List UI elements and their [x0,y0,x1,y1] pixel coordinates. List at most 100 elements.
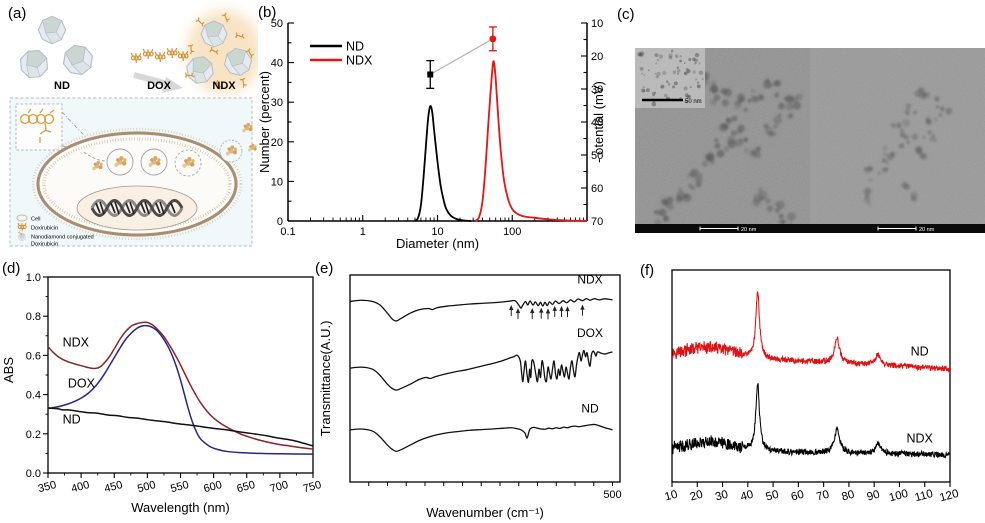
panel-label-e: (e) [315,260,334,277]
y-right-tick-label: 20 [591,51,603,63]
tem-particle [673,81,678,86]
tem-particle [676,69,681,73]
x-axis-label: Wavelength (nm) [131,500,230,515]
tem-particle [734,138,744,148]
tem-particle [683,86,688,91]
tem-left-scalebar-label: 20 nm [741,227,757,233]
tem-particle [938,112,943,118]
tem-particle [868,178,872,182]
tem-particle [667,83,671,86]
tem-particle [687,172,694,179]
tem-particle [666,202,675,211]
tem-particle [723,146,729,152]
tem-particle [689,86,692,89]
tem-particle [773,124,778,129]
tem-particle [788,97,793,101]
series-label-ND: ND [911,344,929,358]
plot-frame [671,269,951,483]
tem-particle [687,183,693,188]
nanodiamond-clusters-right [862,87,953,206]
tem-particle [764,126,773,135]
tem-particle [737,124,746,132]
tem-particle [723,88,733,97]
y-right-tick-label: 10 [591,18,603,30]
peak-arrow-head [580,304,585,310]
tem-particle [639,53,644,58]
x-tick-label: 750 [302,479,323,495]
tem-particle [774,92,780,98]
tem-particle [671,49,674,52]
tem-particle [694,52,700,58]
legend-ndx-label-line2: Doxirubicin [31,242,58,248]
tem-particle [935,105,940,109]
dna-helix-icon [90,199,184,217]
tem-image-right: 20 nm [810,48,985,233]
panel-d-uvvis-chart: 350 400 450 500 550 600 650 700 750 0.0 0.2 0.4 0.6 0… [1,272,323,515]
tem-particle [639,51,645,56]
tem-particle [647,69,650,72]
peak-arrow-head [565,306,570,312]
peak-arrow-head [559,305,564,311]
tem-particle [695,181,702,188]
tem-particle [693,58,699,63]
y-right-tick-label: 30 [591,84,603,96]
tem-particle [675,195,684,203]
y-tick-label: 0 [277,216,283,228]
tem-particle [675,54,679,58]
panel-label-d: (d) [2,260,21,277]
tem-particle [658,54,663,59]
tem-particle [901,181,908,189]
panel-label-f: (f) [640,262,655,279]
tem-particle [716,149,725,158]
tem-particle [753,150,762,159]
panel-label-c: (c) [617,6,635,23]
tem-particle [702,160,708,167]
tem-particle [884,159,890,165]
tem-particle [660,84,665,89]
panel-label-b: (b) [258,4,277,21]
tem-particle [651,102,656,107]
tem-left-scalebar-line [699,226,739,231]
tem-particle [911,133,919,140]
tem-particle [764,198,771,204]
tem-particle [910,191,918,199]
x-tick-label: 40 [739,489,754,504]
tem-particle [744,148,749,153]
tem-particle [699,173,703,177]
panel-e-ftir-chart: 500 Wavenumber (cm⁻¹) Transmittance(A.U.) N… [318,272,622,520]
tem-particle [867,201,872,206]
tem-particle [778,113,782,117]
nanodiamond-dots-inset [637,49,704,107]
zeta-point-NDX [489,35,497,43]
tem-particle [940,106,945,110]
tem-particle [864,167,868,171]
tem-particle [933,117,938,122]
tem-particle [698,62,701,65]
x-tick-label: 350 [37,479,58,495]
tem-particle [668,53,673,58]
tem-particle [764,78,770,84]
dox-structure-inset [15,103,63,151]
tem-particle [899,132,906,138]
series-ND [671,290,951,373]
y-tick-label: 30 [271,97,283,109]
inset-scalebar-label: 50 nm [685,99,702,105]
tem-particle [934,96,940,102]
tem-particle [776,200,785,209]
tem-particle [672,85,675,89]
tem-particle [775,209,780,213]
x-tick-label: 500 [136,479,157,495]
tem-particle [774,201,779,207]
tem-particle [786,102,794,111]
tem-particle [695,78,698,81]
tem-particle [750,88,755,93]
x-tick-label: 100 [503,226,521,238]
tem-particle [663,215,669,222]
peak-arrow-head [539,307,544,313]
y-axis-label: Transmittance(A.U.) [318,321,333,437]
tem-particle [655,75,659,79]
y-tick-label: 50 [271,18,283,30]
tem-particle [688,57,692,62]
tem-particle [726,117,730,122]
tem-particle [768,82,774,88]
